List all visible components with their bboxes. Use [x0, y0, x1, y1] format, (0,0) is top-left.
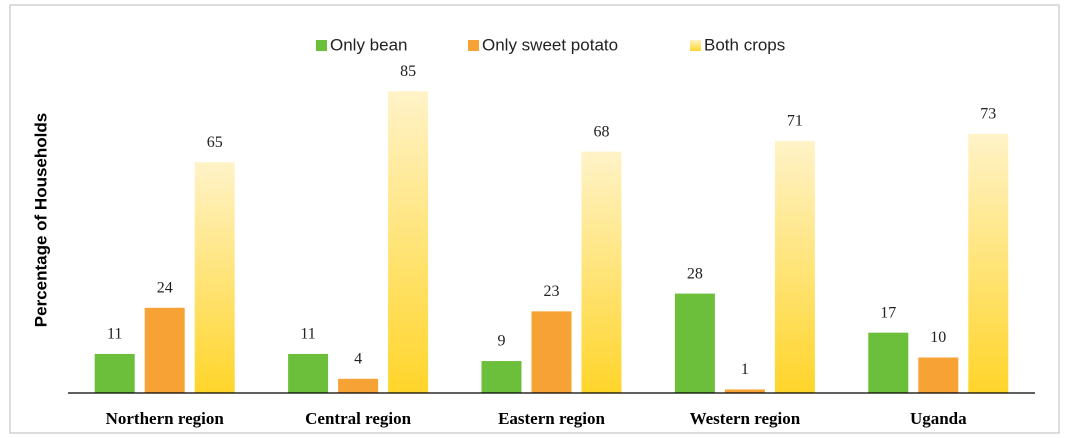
- data-label: 11: [300, 326, 315, 343]
- legend-label: Only bean: [330, 35, 408, 54]
- bar: [144, 307, 185, 393]
- bar: [481, 361, 522, 393]
- bar: [968, 133, 1009, 393]
- data-label: 65: [207, 134, 223, 151]
- data-label: 68: [594, 123, 610, 140]
- data-label: 71: [787, 113, 803, 130]
- x-tick-label: Western region: [690, 409, 801, 428]
- legend-swatch: [690, 40, 701, 51]
- x-tick-label: Northern region: [106, 409, 225, 428]
- x-tick-label: Uganda: [910, 409, 967, 428]
- bar: [774, 140, 815, 393]
- data-label: 23: [544, 283, 560, 300]
- x-tick-label: Eastern region: [498, 409, 605, 428]
- bar: [388, 91, 429, 393]
- data-label: 11: [107, 326, 122, 343]
- bar: [581, 151, 622, 393]
- legend-label: Only sweet potato: [482, 35, 618, 54]
- data-label: 9: [498, 333, 506, 350]
- data-label: 85: [400, 63, 416, 80]
- bar: [288, 353, 329, 393]
- bar: [674, 293, 715, 393]
- bar: [918, 357, 959, 393]
- data-label: 4: [354, 350, 362, 367]
- bar: [338, 378, 379, 393]
- data-label: 73: [980, 106, 996, 123]
- x-tick-label: Central region: [305, 409, 411, 428]
- legend-swatch: [316, 40, 327, 51]
- data-label: 1: [741, 361, 749, 378]
- bar: [194, 162, 235, 393]
- legend-swatch: [468, 40, 479, 51]
- data-label: 24: [157, 279, 173, 296]
- bar: [531, 311, 572, 393]
- y-axis-label: Percentage of Households: [31, 113, 50, 327]
- data-label: 28: [687, 265, 703, 282]
- data-label: 10: [930, 329, 946, 346]
- bar: [724, 389, 765, 393]
- legend-label: Both crops: [704, 35, 785, 54]
- bar: [94, 353, 135, 393]
- bar: [868, 332, 909, 393]
- data-label: 17: [880, 304, 896, 321]
